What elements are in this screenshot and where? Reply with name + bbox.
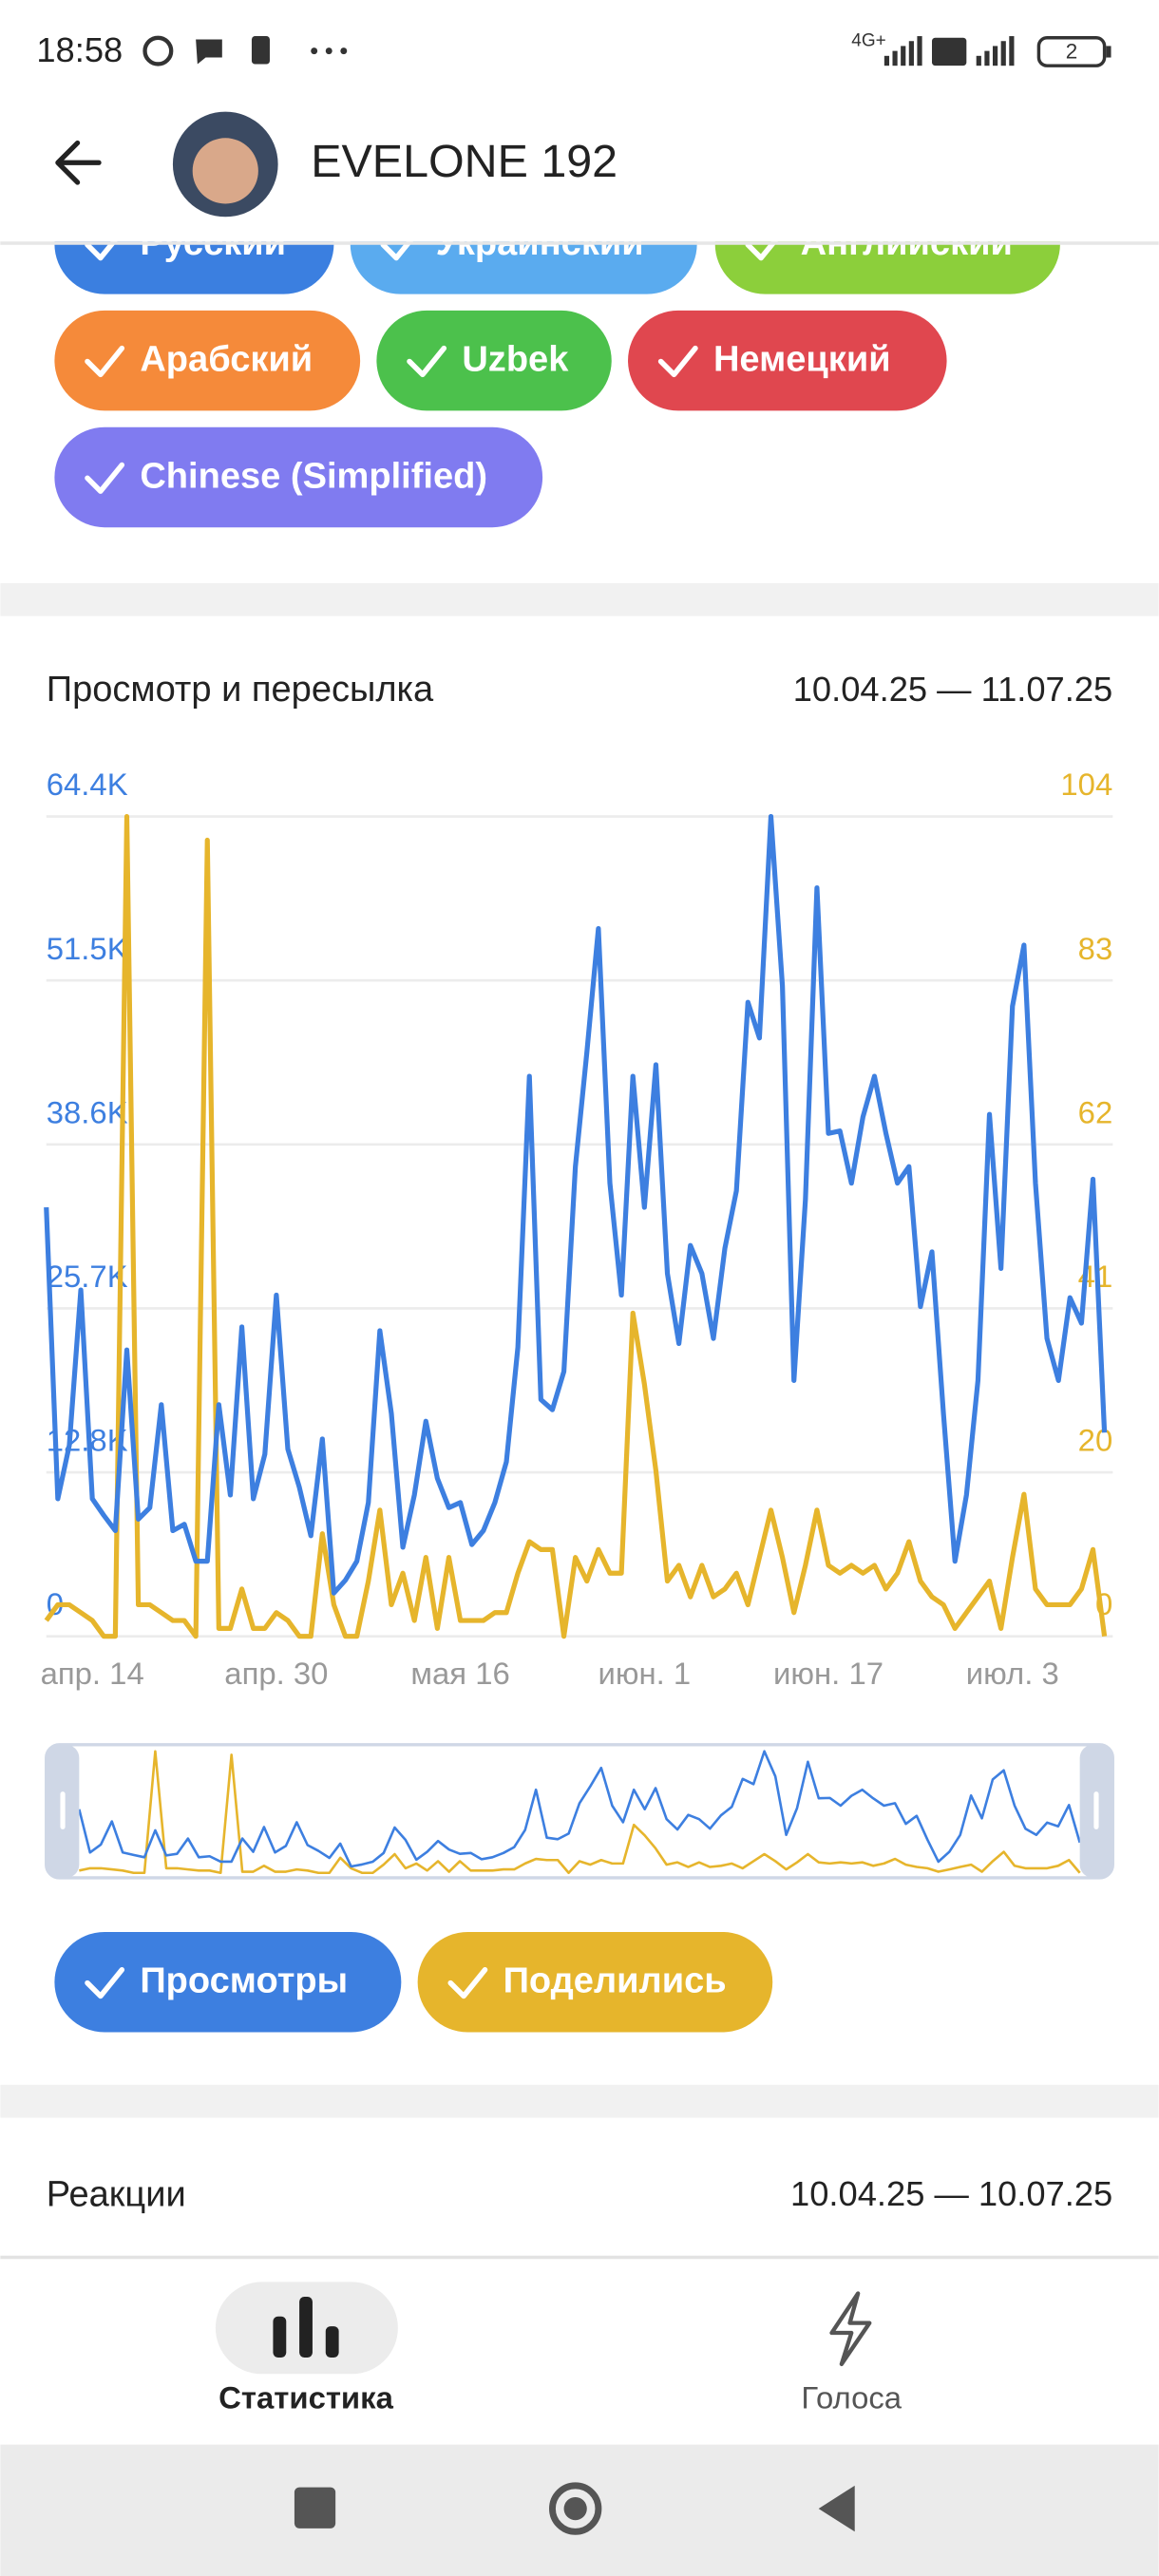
- chart-navigator[interactable]: [45, 1743, 1114, 1880]
- home-button[interactable]: [549, 2482, 602, 2535]
- x-tick-label: июн. 1: [598, 1656, 691, 1691]
- chip[interactable]: [54, 426, 543, 528]
- reactions-title: Реакции: [47, 2175, 186, 2215]
- chip[interactable]: [628, 310, 947, 411]
- battery-saver-icon: [251, 36, 270, 65]
- recents-button[interactable]: [294, 2487, 336, 2529]
- bottom-nav: [0, 2257, 1159, 2445]
- x-tick-label: мая 16: [410, 1656, 509, 1691]
- section-divider: [0, 583, 1159, 616]
- chip-label: Chinese (Simplified): [140, 456, 487, 496]
- legend: Просмотры Поделились: [54, 1932, 773, 2033]
- navigator-line: [78, 1750, 1081, 1868]
- back-button[interactable]: [55, 140, 102, 185]
- signal-icon: [884, 36, 922, 66]
- x-tick-label: апр. 30: [224, 1656, 328, 1691]
- header-bg: [0, 0, 1159, 242]
- chip[interactable]: [54, 1932, 402, 2033]
- y2-tick-label: 62: [1078, 1094, 1113, 1129]
- chart-date-range: 10.04.25 — 11.07.25: [793, 670, 1113, 709]
- y2-tick-label: 83: [1078, 931, 1113, 966]
- y-tick-label: 25.7K: [47, 1259, 128, 1294]
- series-line: [44, 814, 1108, 1596]
- whatsapp-icon: [142, 35, 174, 66]
- chip-label: Uzbek: [462, 340, 569, 380]
- check-icon: [85, 462, 125, 494]
- chip-label: Немецкий: [713, 340, 891, 380]
- y-tick-label: 64.4K: [47, 767, 128, 802]
- navigator-frame: [45, 1743, 1114, 1880]
- chip[interactable]: [376, 310, 612, 411]
- check-icon: [447, 1967, 488, 1999]
- check-icon: [85, 345, 125, 378]
- section-divider: [0, 2084, 1159, 2118]
- y2-tick-label: 20: [1078, 1423, 1113, 1458]
- avatar-face: [192, 138, 258, 204]
- chip[interactable]: [54, 310, 361, 411]
- more-icon: [311, 47, 348, 55]
- chart: 012.8K25.7K38.6K51.5K64.4K020416283104ап…: [41, 767, 1113, 1691]
- chip-label: Поделились: [504, 1961, 727, 2001]
- channel-title: EVELONE 192: [311, 136, 618, 187]
- check-icon: [85, 1967, 125, 1999]
- y-tick-label: 38.6K: [47, 1094, 128, 1129]
- series-line: [44, 814, 1108, 1639]
- chip-label: Арабский: [140, 340, 313, 380]
- y-tick-label: 51.5K: [47, 931, 128, 966]
- nav-boosts[interactable]: Голоса: [801, 2380, 902, 2415]
- home-button-dot: [563, 2496, 587, 2521]
- chip[interactable]: [417, 1932, 773, 2033]
- x-tick-label: апр. 14: [41, 1656, 144, 1691]
- boosts-icon: [829, 2291, 872, 2367]
- network-type: 4G+: [851, 30, 885, 50]
- y2-tick-label: 104: [1060, 767, 1112, 802]
- signal-icon-2: [976, 36, 1015, 66]
- status-time: 18:58: [36, 30, 123, 69]
- system-back-button[interactable]: [818, 2485, 855, 2532]
- check-icon: [657, 345, 698, 378]
- message-icon: [196, 39, 222, 65]
- x-tick-label: июн. 17: [773, 1656, 884, 1691]
- stats-icon: [273, 2296, 339, 2358]
- chart-title: Просмотр и пересылка: [47, 670, 434, 710]
- check-icon: [407, 345, 447, 378]
- x-tick-label: июл. 3: [966, 1656, 1059, 1691]
- navigator-line: [79, 1750, 1081, 1875]
- nav-statistics[interactable]: Статистика: [218, 2380, 393, 2415]
- battery-level: 2: [1066, 39, 1078, 63]
- reactions-date-range: 10.04.25 — 10.07.25: [790, 2174, 1112, 2213]
- volte-icon: [931, 37, 967, 66]
- battery-icon: [1036, 36, 1107, 67]
- battery-tip: [1106, 46, 1112, 58]
- chip-label: Просмотры: [140, 1961, 348, 2001]
